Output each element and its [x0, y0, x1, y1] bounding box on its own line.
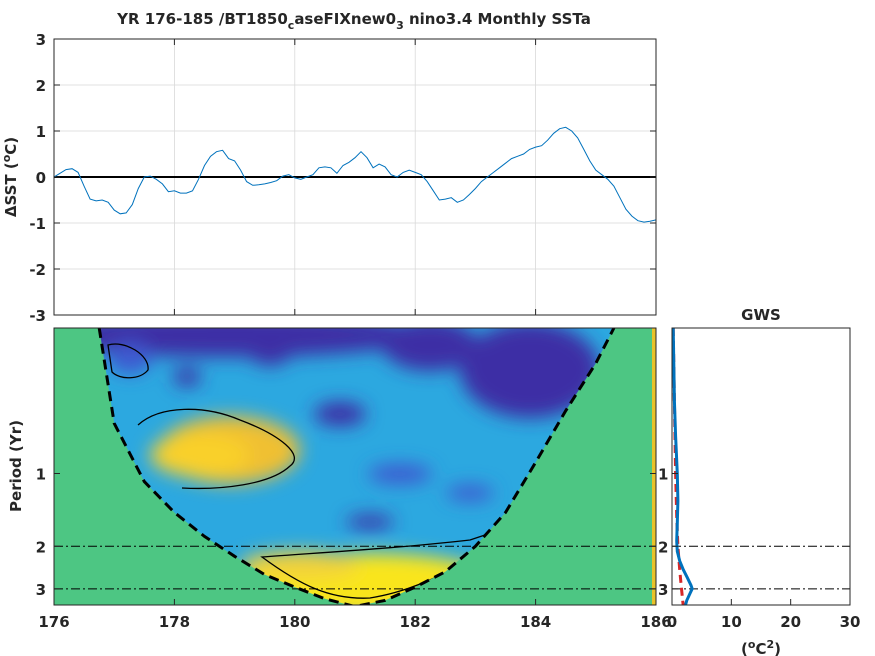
wavelet-x-ticks: 176 178 180 182 184 186 [38, 599, 672, 631]
wavelet-ylabel: Period (Yr) [7, 420, 25, 512]
gws-background [672, 328, 850, 605]
gws-xlabel: (oC2) [741, 638, 781, 656]
significance-contour-2 [137, 408, 296, 490]
power-low-blob-6 [173, 368, 201, 386]
x-tick-label: 0 [667, 613, 677, 631]
power-high-blob-1b [150, 433, 250, 477]
chart-title: YR 176-185 /BT1850caseFIXnew03 nino3.4 M… [116, 10, 591, 32]
gws-spectrum-line [672, 328, 694, 605]
y-tick-label: 2 [658, 538, 668, 556]
gws-reference-lines [672, 545, 850, 590]
gws-xlabel-part-1: ( [741, 640, 748, 656]
power-low-blob-4 [460, 328, 600, 418]
x-tick-label: 10 [721, 613, 742, 631]
y-tick-label: 3 [36, 31, 46, 49]
title-part-1: YR 176-185 /BT1850 [116, 10, 288, 28]
timeseries-y-ticks: -3 -2 -1 0 1 2 3 [29, 31, 656, 325]
y-tick-label: -1 [29, 215, 46, 233]
x-tick-label: 176 [38, 613, 69, 631]
gws-axes-box [671, 327, 851, 606]
y-tick-label: 2 [36, 77, 46, 95]
significance-contour-1 [107, 343, 149, 379]
wavelet-axes-box [53, 327, 657, 606]
y-tick-label: 2 [36, 538, 46, 556]
timeseries-x-tick-marks [53, 39, 657, 315]
title-subscript-1: c [288, 19, 295, 32]
title-part-3: nino3.4 Monthly SSTa [404, 10, 591, 28]
power-low-blob-8 [446, 485, 494, 501]
title-part-2: aseFIXnew0 [294, 10, 396, 28]
y-tick-label: 3 [658, 581, 668, 599]
y-tick-label: 1 [36, 466, 46, 484]
y-tick-label: 1 [658, 466, 668, 484]
y-tick-label: 3 [36, 581, 46, 599]
gws-title: GWS [741, 306, 781, 324]
title-subscript-2: 3 [396, 19, 404, 32]
power-high-blob-3 [240, 551, 360, 579]
ylabel-superscript: o [0, 154, 13, 162]
x-tick-label: 186 [640, 613, 671, 631]
x-tick-label: 30 [840, 613, 861, 631]
ylabel-part-1: ΔSST ( [2, 162, 20, 217]
power-low-blob-5 [314, 402, 366, 426]
sst-series-line [54, 126, 656, 223]
power-low-blob-3 [382, 328, 478, 371]
right-edge-strip [652, 328, 656, 605]
wavelet-y-ticks: 1 2 3 [36, 466, 656, 599]
power-low-blob-2 [248, 334, 292, 366]
sst-timeseries-panel: -3 -2 -1 0 1 2 3 ΔSST (oC) [0, 31, 657, 325]
power-low-blob-10 [108, 342, 152, 374]
y-tick-label: -2 [29, 261, 46, 279]
x-tick-label: 178 [159, 613, 190, 631]
ylabel-part-2: C) [2, 137, 20, 155]
x-tick-label: 180 [279, 613, 310, 631]
wavelet-reference-lines [54, 545, 656, 590]
timeseries-ylabel: ΔSST (oC) [0, 137, 20, 217]
y-tick-label: 1 [36, 123, 46, 141]
y-tick-label: -3 [29, 307, 46, 325]
y-tick-label: 0 [36, 169, 46, 187]
gws-x-ticks: 0 10 20 30 2 3 1 [658, 466, 860, 631]
gws-xlabel-sup-1: o [748, 638, 756, 651]
power-low-blob-7 [368, 464, 432, 484]
gws-xlabel-part-2: C [755, 640, 766, 656]
wavelet-power-panel: 1 2 3 176 178 180 182 184 186 Period (Yr) [7, 327, 672, 631]
power-low-blob-9 [346, 515, 394, 529]
gws-xlabel-sup-2: 2 [766, 638, 774, 651]
x-tick-label: 20 [780, 613, 801, 631]
x-tick-label: 182 [400, 613, 431, 631]
x-tick-label: 184 [520, 613, 551, 631]
gws-xlabel-part-3: ) [774, 640, 781, 656]
